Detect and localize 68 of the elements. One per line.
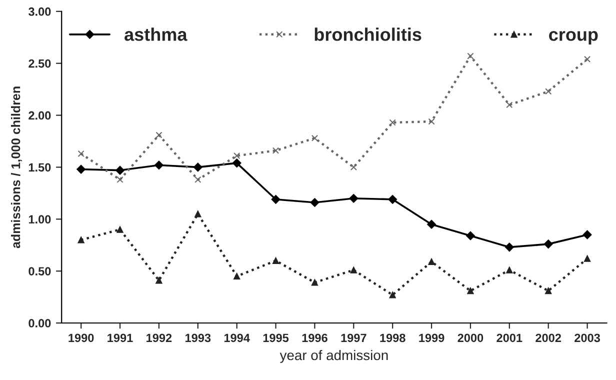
point bbox=[272, 257, 280, 264]
point bbox=[388, 194, 398, 204]
x-tick-label: 1995 bbox=[263, 334, 289, 342]
x-tick-label: 1998 bbox=[380, 334, 406, 342]
x-tick-label: 1996 bbox=[302, 334, 328, 342]
x-tick-label: 1992 bbox=[146, 334, 172, 342]
point bbox=[271, 194, 280, 204]
y-tick-label: 1.50 bbox=[28, 163, 51, 172]
y-tick-label: 2.50 bbox=[28, 59, 51, 68]
point bbox=[76, 164, 86, 174]
point bbox=[545, 288, 552, 294]
x-axis-title: year of admission bbox=[280, 350, 388, 363]
point bbox=[156, 132, 162, 138]
point bbox=[545, 88, 552, 95]
y-tick-label: 2.00 bbox=[28, 111, 51, 120]
point bbox=[506, 266, 513, 274]
point bbox=[154, 160, 164, 170]
point bbox=[272, 147, 280, 154]
point bbox=[116, 166, 124, 175]
point bbox=[311, 134, 318, 142]
legend-label: bronchiolitis bbox=[314, 28, 422, 41]
point bbox=[349, 194, 358, 203]
point bbox=[116, 176, 124, 183]
x-tick-label: 1994 bbox=[224, 334, 250, 342]
point bbox=[427, 220, 436, 229]
point bbox=[116, 226, 124, 233]
point bbox=[467, 52, 474, 60]
point bbox=[584, 56, 591, 62]
legend-label: asthma bbox=[124, 28, 188, 41]
x-tick-label: 2002 bbox=[536, 334, 562, 342]
point bbox=[389, 292, 396, 298]
point bbox=[544, 240, 553, 249]
y-tick-label: 1.00 bbox=[28, 215, 51, 224]
point bbox=[78, 236, 84, 244]
point bbox=[78, 150, 84, 157]
point bbox=[194, 210, 202, 218]
point bbox=[389, 119, 396, 126]
x-tick-label: 2003 bbox=[574, 334, 600, 342]
point bbox=[232, 158, 242, 168]
point bbox=[193, 162, 202, 172]
y-axis-title: admissions / 1,000 children bbox=[11, 86, 22, 248]
point bbox=[234, 152, 240, 160]
point bbox=[310, 198, 320, 207]
point bbox=[350, 266, 357, 274]
point bbox=[194, 176, 202, 183]
x-tick-label: 1993 bbox=[186, 334, 211, 342]
point bbox=[428, 118, 435, 125]
point bbox=[467, 288, 474, 294]
y-tick-label: 0.00 bbox=[28, 319, 51, 328]
x-tick-label: 1997 bbox=[341, 334, 366, 342]
point bbox=[582, 230, 592, 240]
x-tick-label: 2001 bbox=[496, 334, 522, 342]
y-tick-label: 0.50 bbox=[28, 267, 51, 276]
x-tick-label: 1991 bbox=[108, 334, 133, 342]
point bbox=[504, 242, 514, 252]
point bbox=[584, 255, 591, 262]
legend-label: croup bbox=[549, 30, 598, 44]
point bbox=[156, 277, 162, 284]
point bbox=[506, 102, 513, 108]
y-tick-label: 3.00 bbox=[28, 7, 51, 16]
x-tick-label: 2000 bbox=[458, 334, 484, 342]
point bbox=[311, 279, 318, 286]
x-tick-label: 1990 bbox=[68, 334, 94, 342]
point bbox=[466, 231, 475, 240]
x-tick-label: 1999 bbox=[419, 334, 444, 342]
point bbox=[428, 258, 435, 266]
point bbox=[234, 272, 240, 280]
point bbox=[350, 164, 357, 170]
